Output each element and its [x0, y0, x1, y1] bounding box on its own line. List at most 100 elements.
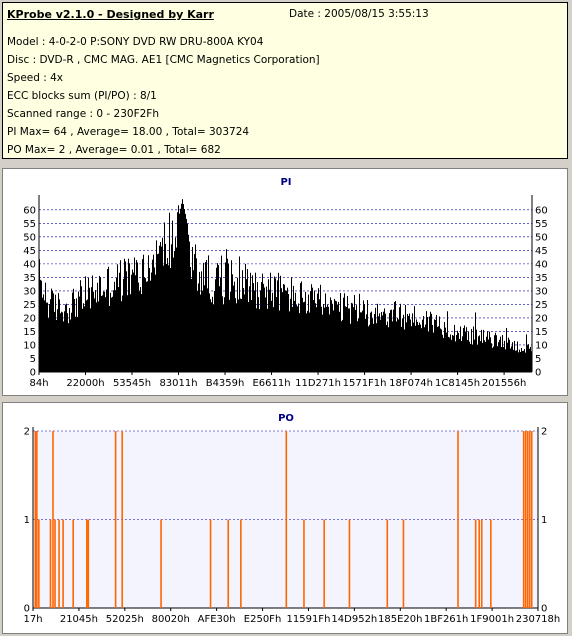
pi-bar: [99, 275, 100, 372]
pi-bar: [396, 321, 397, 372]
pi-bar: [104, 291, 105, 372]
pi-bar: [168, 265, 169, 372]
pi-bar: [528, 344, 529, 372]
pi-bar: [131, 274, 132, 372]
y-tick-label-right-8: 40: [535, 259, 548, 270]
pi-bar: [465, 331, 466, 372]
pi-bar: [507, 342, 508, 372]
pi-bar: [495, 332, 496, 372]
y-tick-label-left-0: 0: [24, 604, 30, 615]
pi-bar: [42, 297, 43, 372]
y-tick-label-left-4: 20: [23, 313, 36, 324]
pi-bar: [169, 212, 170, 372]
pi-bar: [297, 306, 298, 372]
pi-bar: [479, 335, 480, 372]
pi-bar: [516, 350, 517, 372]
pi-bar: [193, 270, 194, 372]
pi-bar: [419, 322, 420, 372]
po-bar: [114, 431, 117, 608]
pi-bar: [123, 278, 124, 372]
pi-bar: [224, 297, 225, 372]
pi-bar: [509, 339, 510, 372]
model-line: Model : 4-0-2-0 P:SONY DVD RW DRU-800A K…: [7, 36, 264, 48]
pi-bar: [443, 337, 444, 372]
pi-bar: [358, 318, 359, 372]
pi-bar: [309, 312, 310, 372]
y-tick-label-left-6: 30: [23, 286, 36, 297]
po-bar: [285, 431, 288, 608]
pi-bar: [243, 288, 244, 372]
pi-bar: [163, 265, 164, 372]
pi-bar: [159, 245, 160, 372]
pi-bar: [313, 300, 314, 372]
pi-bar: [260, 290, 261, 372]
pi-bar: [215, 279, 216, 372]
pi-bar: [305, 291, 306, 372]
pi-bar: [502, 335, 503, 372]
pi-bar: [39, 259, 40, 372]
pi-bar: [462, 336, 463, 372]
pi-bar: [386, 324, 387, 372]
pi-bar: [233, 285, 234, 372]
pi-bar: [416, 319, 417, 372]
pi-bar: [119, 272, 120, 372]
pi-bar: [140, 287, 141, 372]
pi-bar: [412, 313, 413, 372]
pi-bar: [135, 275, 136, 372]
pi-bar: [213, 304, 214, 372]
pi-bar: [98, 301, 99, 372]
pi-bar: [198, 283, 199, 372]
pi-bar: [63, 321, 64, 372]
pi-bar: [425, 324, 426, 372]
po-bar: [478, 519, 481, 608]
pi-bar: [477, 344, 478, 372]
x-tick-label-5: E6611h: [252, 378, 290, 389]
pi-bar: [375, 307, 376, 372]
pi-bar: [239, 256, 240, 372]
pi-bar: [145, 278, 146, 372]
y-tick-label-left-7: 35: [23, 273, 36, 284]
pi-bar: [393, 309, 394, 372]
pi-bar: [320, 284, 321, 372]
y-tick-label-left-0: 0: [30, 368, 36, 379]
pi-bar: [303, 302, 304, 372]
y-tick-label-left-2: 2: [24, 427, 30, 438]
x-tick-label-2: 52025h: [106, 614, 144, 625]
pi-bar: [113, 290, 114, 372]
pi-bar: [381, 311, 382, 372]
pi-bar: [204, 285, 205, 372]
pi-bar: [481, 329, 482, 372]
x-tick-label-2: 53545h: [113, 378, 151, 389]
po-bar: [530, 431, 533, 608]
pi-bar: [214, 290, 215, 372]
y-tick-label-right-10: 50: [535, 232, 548, 243]
pi-bar: [352, 303, 353, 372]
pi-bar: [378, 316, 379, 372]
pi-bar: [248, 302, 249, 372]
pi-bar: [296, 304, 297, 372]
x-tick-label-6: 11591Fh: [287, 614, 331, 625]
pi-bar: [488, 339, 489, 372]
pi-bar: [341, 321, 342, 372]
pi-bar: [315, 303, 316, 372]
pi-bar: [216, 267, 217, 372]
pi-bar: [285, 290, 286, 372]
po-bars: [34, 431, 533, 608]
pi-bar: [418, 325, 419, 372]
pi-bar: [68, 323, 69, 372]
pi-bar: [201, 271, 202, 372]
pi-bar: [448, 336, 449, 372]
pi-bar: [275, 278, 276, 372]
pi-bar: [59, 299, 60, 372]
pi-bar: [142, 259, 143, 372]
x-tick-label-7: 1571F1h: [343, 378, 387, 389]
pi-bar: [374, 313, 375, 372]
pi-bar: [138, 282, 139, 372]
pi-bar: [424, 327, 425, 372]
pi-bar: [290, 298, 291, 372]
pi-bar: [225, 262, 226, 372]
pi-bar: [522, 350, 523, 372]
x-tick-label-9: 1BF261h: [424, 614, 468, 625]
pi-bar: [265, 297, 266, 372]
pi-bar: [73, 288, 74, 372]
